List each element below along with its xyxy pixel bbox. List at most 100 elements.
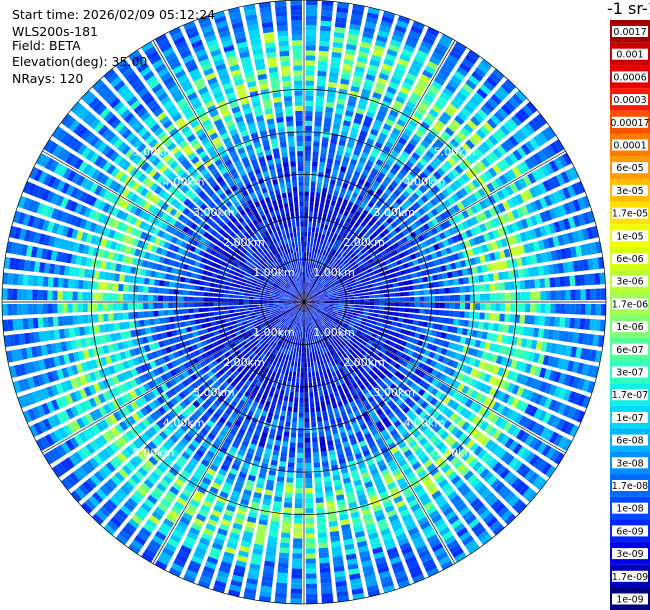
data-gate — [305, 110, 313, 116]
data-gate — [305, 25, 317, 31]
data-gate — [183, 433, 193, 443]
data-gate — [207, 362, 214, 370]
data-gate — [308, 303, 314, 307]
data-gate — [121, 526, 134, 537]
data-gate — [437, 273, 444, 280]
data-gate — [313, 295, 318, 298]
data-gate — [552, 330, 560, 341]
data-gate — [506, 198, 515, 209]
data-gate — [339, 302, 345, 304]
data-gate — [319, 35, 331, 42]
data-gate — [169, 387, 178, 396]
data-gate — [318, 304, 324, 307]
data-gate — [448, 217, 456, 226]
data-gate — [180, 469, 191, 479]
data-gate — [433, 259, 440, 266]
data-gate — [204, 437, 213, 445]
data-gate — [110, 516, 122, 528]
data-gate — [545, 251, 553, 262]
data-gate — [354, 266, 361, 272]
data-gate — [452, 214, 461, 224]
data-gate — [102, 403, 112, 414]
data-gate — [334, 412, 341, 419]
data-gate — [149, 539, 162, 550]
data-gate — [354, 199, 362, 206]
data-gate — [341, 125, 350, 132]
data-gate — [331, 314, 337, 318]
data-gate — [335, 396, 342, 403]
data-gate — [97, 468, 109, 480]
data-gate — [483, 197, 492, 208]
data-gate — [41, 403, 51, 415]
data-gate — [390, 273, 397, 278]
data-gate — [345, 450, 353, 458]
data-gate — [399, 402, 407, 410]
data-gate — [326, 278, 332, 283]
data-gate — [530, 201, 539, 213]
data-gate — [386, 509, 397, 518]
data-gate — [366, 420, 374, 428]
data-gate — [194, 379, 202, 387]
data-gate — [121, 464, 132, 476]
data-gate — [317, 328, 322, 334]
data-gate — [335, 369, 341, 376]
data-gate — [368, 64, 379, 72]
data-gate — [376, 408, 384, 416]
data-gate — [502, 380, 511, 391]
data-gate — [305, 452, 312, 459]
data-gate — [106, 389, 115, 399]
data-gate — [330, 56, 341, 64]
data-gate — [434, 100, 445, 110]
data-gate — [452, 204, 461, 213]
data-gate — [306, 261, 308, 267]
data-gate — [477, 62, 490, 74]
data-gate — [150, 471, 161, 481]
data-gate — [297, 362, 301, 368]
data-gate — [364, 238, 371, 245]
data-gate — [226, 362, 233, 369]
data-gate — [272, 418, 279, 425]
data-gate — [453, 278, 460, 286]
data-gate — [362, 209, 369, 217]
data-gate — [210, 428, 219, 437]
data-gate — [211, 360, 219, 367]
data-gate — [582, 212, 591, 225]
data-gate — [340, 467, 349, 475]
data-gate — [263, 389, 270, 396]
data-gate — [516, 429, 526, 441]
data-gate — [227, 355, 234, 362]
data-gate — [448, 514, 460, 525]
data-gate — [453, 318, 460, 326]
data-gate — [425, 394, 434, 403]
data-gate — [333, 565, 345, 573]
data-gate — [332, 123, 341, 130]
data-gate — [300, 332, 303, 338]
data-gate — [375, 377, 382, 384]
data-gate — [367, 589, 381, 597]
data-gate — [314, 116, 323, 122]
data-gate — [265, 313, 272, 317]
data-gate — [406, 379, 414, 387]
data-gate — [323, 420, 330, 427]
data-gate — [352, 215, 359, 222]
data-gate — [342, 63, 353, 71]
data-gate — [402, 431, 411, 440]
data-gate — [342, 477, 351, 484]
data-gate — [317, 176, 323, 183]
data-gate — [293, 533, 303, 539]
data-gate — [325, 198, 331, 205]
data-gate — [405, 124, 416, 133]
data-gate — [385, 209, 393, 216]
data-gate — [174, 525, 186, 535]
data-gate — [389, 109, 399, 118]
data-gate — [415, 512, 426, 521]
data-gate — [357, 435, 365, 443]
data-gate — [473, 148, 483, 159]
data-gate — [555, 290, 561, 301]
data-gate — [273, 366, 279, 373]
data-gate — [459, 336, 467, 344]
data-gate — [553, 206, 562, 218]
data-gate — [418, 102, 429, 112]
data-gate — [474, 256, 481, 265]
data-gate — [308, 226, 312, 232]
